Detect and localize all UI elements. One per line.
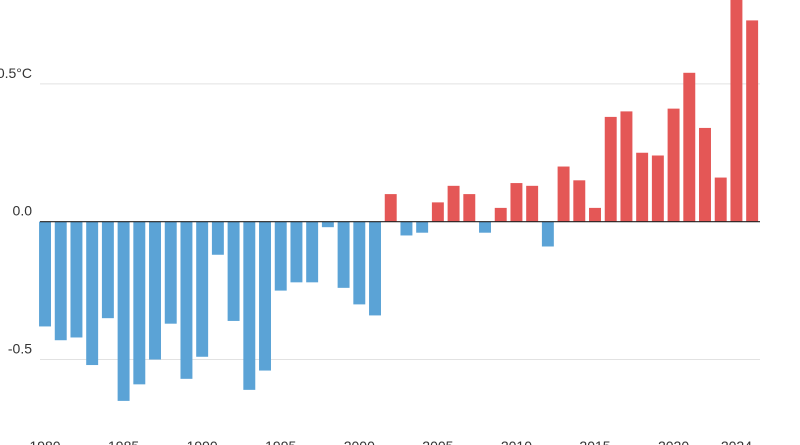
bar (369, 221, 381, 316)
bar (70, 221, 83, 338)
bar (479, 221, 491, 233)
bar (714, 177, 727, 222)
bar (211, 221, 224, 255)
y-tick-label: -0.5 (8, 341, 32, 357)
bar (337, 221, 350, 288)
bar (589, 207, 601, 222)
x-tick-label: 2020 (658, 438, 689, 445)
bar (431, 202, 444, 222)
x-tick-label: 2024 (721, 438, 752, 445)
bar (730, 0, 743, 222)
bar (510, 183, 523, 222)
bar (463, 194, 476, 222)
bar (416, 221, 429, 233)
bar (164, 221, 177, 324)
bar (227, 221, 240, 321)
bar (400, 221, 413, 236)
bar (86, 221, 99, 366)
bar (604, 116, 617, 222)
bar (636, 152, 649, 222)
x-tick-label: 1990 (187, 438, 218, 445)
bar (494, 207, 507, 222)
bar (243, 221, 256, 390)
bar (149, 221, 161, 360)
bar (353, 221, 366, 305)
x-tick-label: 2015 (579, 438, 610, 445)
x-tick-label: 1985 (108, 438, 139, 445)
x-tick-label: 2000 (344, 438, 375, 445)
bar (274, 221, 287, 291)
bar (620, 111, 633, 222)
bar (526, 185, 539, 222)
bar (557, 166, 570, 222)
x-tick-label: 1995 (265, 438, 296, 445)
bar (290, 221, 303, 283)
bar (683, 72, 696, 222)
x-tick-label: 1980 (29, 438, 60, 445)
bar (133, 221, 146, 385)
x-tick-label: 2010 (501, 438, 532, 445)
bar (384, 194, 397, 222)
x-tick-label: 2005 (422, 438, 453, 445)
y-tick-label: 0.5°C (0, 65, 32, 81)
bar (39, 221, 51, 327)
y-tick-label: 0.0 (13, 203, 33, 219)
bar (651, 155, 664, 222)
bar (699, 127, 711, 222)
bar (54, 221, 67, 341)
bar (447, 185, 460, 222)
bar (180, 221, 193, 379)
bar (117, 221, 130, 401)
bar (101, 221, 114, 319)
bar (306, 221, 319, 283)
bar (196, 221, 209, 357)
bar (573, 180, 586, 222)
bar (321, 221, 334, 228)
bar (746, 20, 759, 222)
bar (667, 108, 680, 222)
bar (541, 221, 554, 247)
bar (259, 221, 271, 371)
